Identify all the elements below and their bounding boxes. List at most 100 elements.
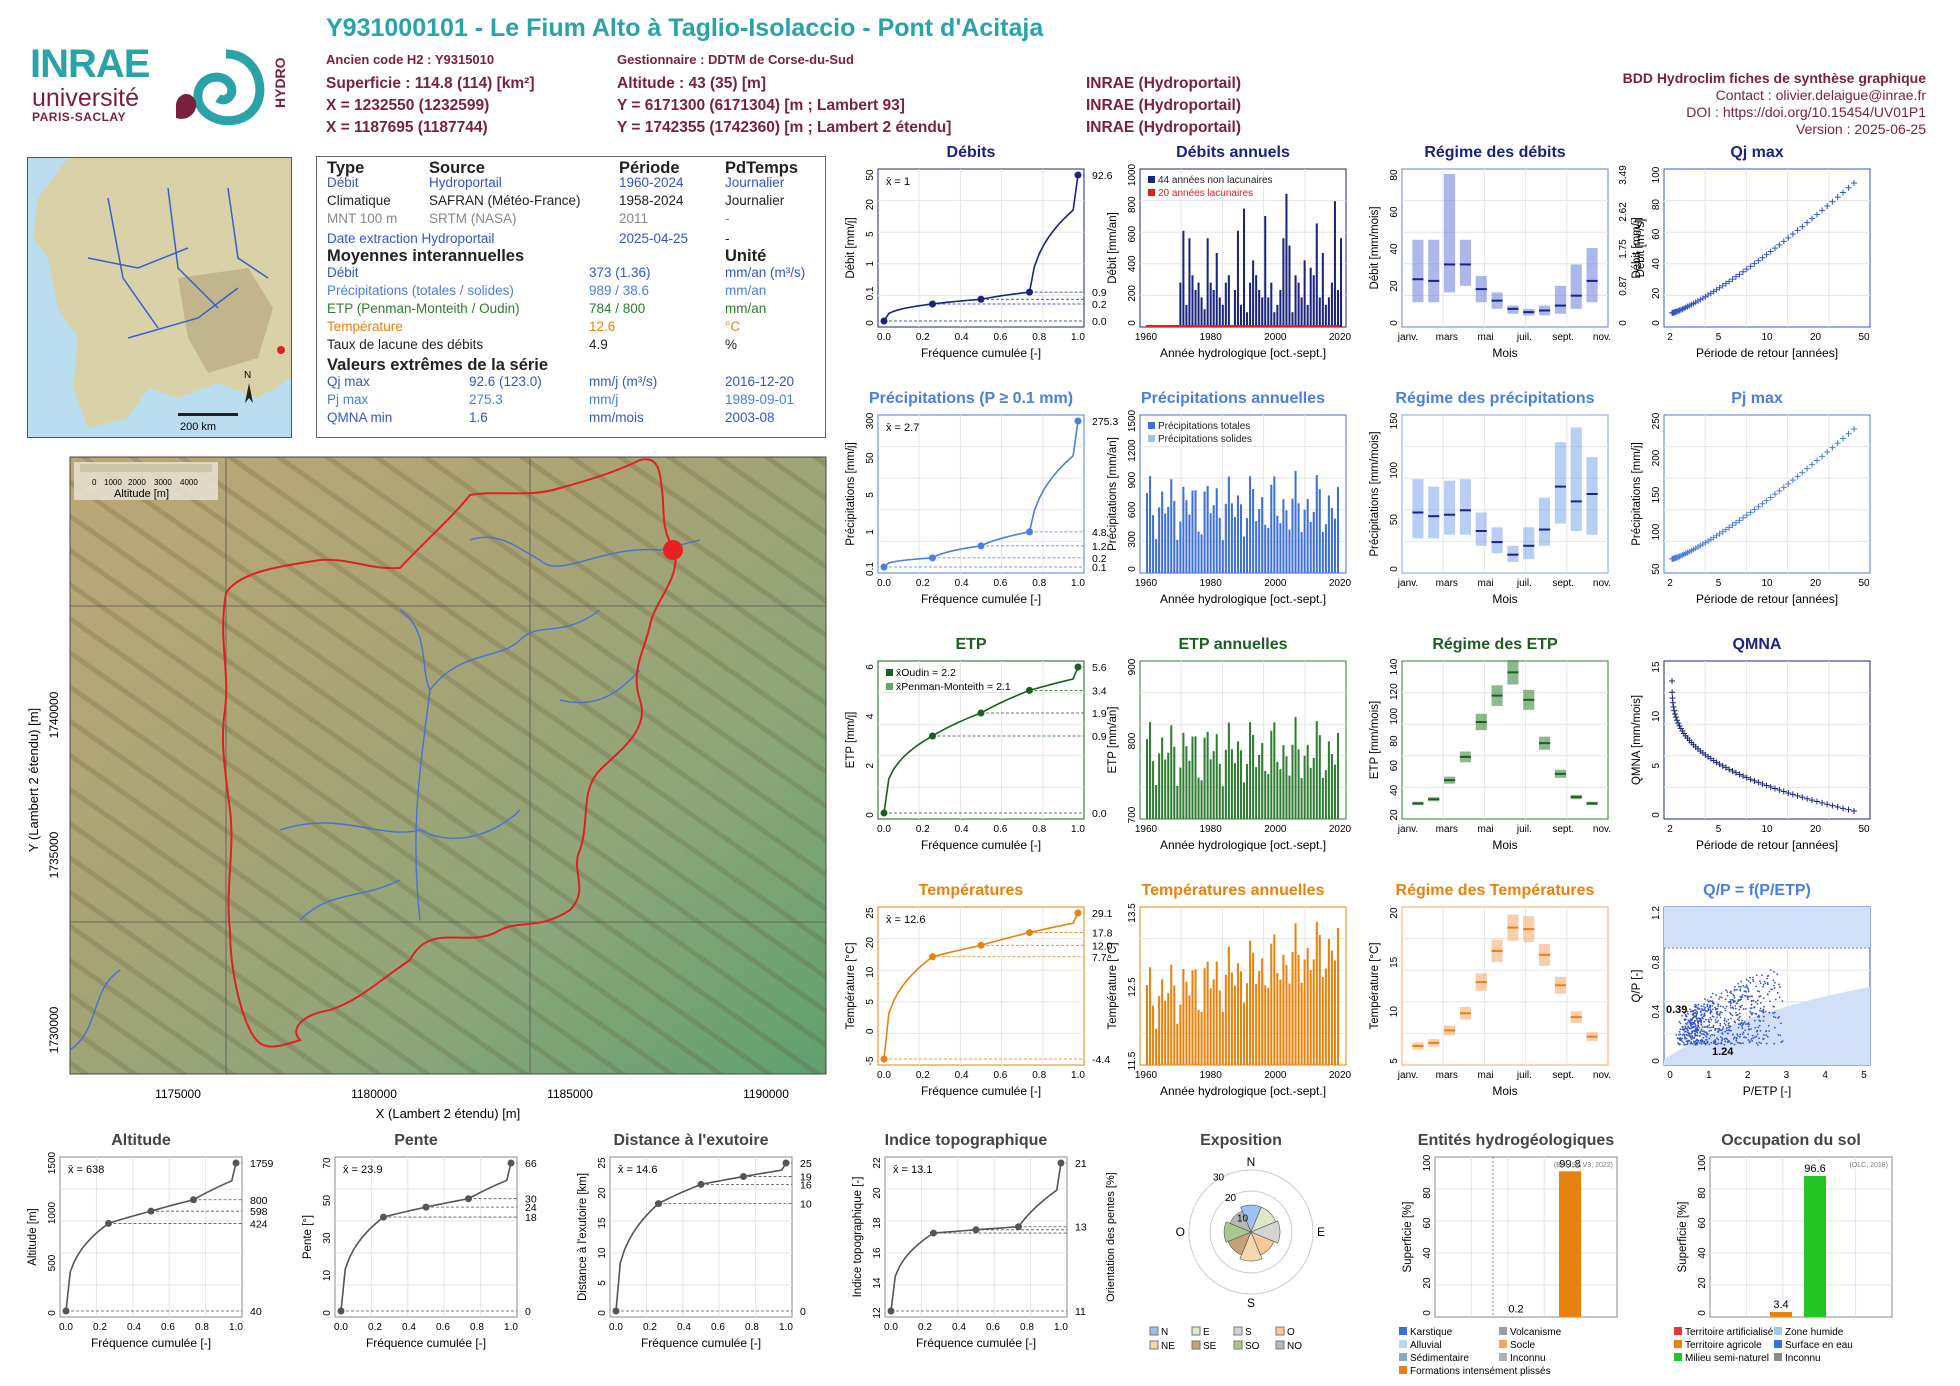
data-point [1744,986,1746,988]
data-point [1716,1043,1718,1045]
bar [1298,503,1300,573]
x-tick: janv. [1397,332,1418,343]
bar [1328,297,1330,327]
box [1444,174,1455,292]
chart-svg: 5101520janv. mars mai juil. sept. nov.MoisTem… [1342,902,1648,1130]
bar [1155,785,1157,819]
bar [1270,485,1272,573]
bar [1176,1024,1178,1065]
data-point [1727,1019,1729,1021]
right-tick: 598 [250,1206,268,1218]
bar [1164,759,1166,819]
data-point [1737,1042,1739,1044]
bar [1195,969,1197,1065]
data-point [1743,1008,1745,1010]
bar [1337,290,1339,327]
x-tick: 1 [1706,1070,1712,1081]
universite-logo: université [32,84,139,113]
right-tick: 66 [525,1158,537,1170]
bar [1246,764,1248,819]
data-point [1729,1001,1731,1003]
data-point [1717,1005,1719,1007]
y-tick: 600 [1127,225,1138,242]
compass-label: S [1247,1296,1255,1310]
data-point [1746,979,1748,981]
bdd-contact[interactable]: Contact : olivier.delaigue@inrae.fr [1623,87,1926,104]
right-tick: 424 [250,1218,268,1230]
bar [1316,721,1318,819]
data-point [1698,1027,1700,1029]
data-point [1697,1008,1699,1010]
data-point [1720,1036,1722,1038]
data-point [1744,990,1746,992]
legend-label: 20 années lacunaires [1158,188,1253,199]
chart-svg: 00.40.81.20 1 2 3 4 5P/ETP [-]Q/P [-]0.391.24 [1604,902,1910,1130]
bar [1249,476,1251,573]
bar [1225,975,1227,1065]
data-point [1768,248,1774,254]
data-point [1694,1006,1696,1008]
y-tick: 20 [1389,280,1400,292]
data-point [1707,999,1709,1001]
legend-label: Volcanisme [1510,1327,1562,1338]
axis-label: QMNA [mm/mois] [1631,695,1643,785]
box [1460,240,1471,286]
bar [1240,305,1242,327]
data-point [1735,1012,1737,1014]
x-tick: 0.2 [916,824,930,835]
bar [1301,778,1303,819]
data-point [1694,1020,1696,1022]
bar [1325,524,1327,573]
data-point [1768,991,1770,993]
box [1539,498,1550,546]
x-tick: 0.4 [955,1070,969,1081]
data-point [1763,1006,1765,1008]
legend-label: Inconnu [1510,1353,1546,1364]
bar [1307,499,1309,573]
bar [1288,246,1290,327]
data-point [1675,1034,1677,1036]
y-tick: 100 [1697,1154,1708,1171]
info-type: Débit [327,175,359,190]
y-tick: 11.5 [1127,1051,1138,1070]
bar [1295,275,1297,327]
bar [1222,305,1224,327]
legend-label: Surface en eau [1785,1340,1853,1351]
data-point [1700,1024,1702,1026]
data-point [1772,491,1778,497]
data-point [1763,1034,1765,1036]
bdd-info: BDD Hydroclim fiches de synthèse graphiq… [1623,70,1926,138]
y-tick: 1 [865,529,876,535]
bar [1155,1029,1157,1065]
bar [1292,312,1294,327]
y-tick: 0 [322,1310,333,1316]
bar [1213,979,1215,1065]
bar [1191,737,1193,819]
right-tick: 10 [800,1199,812,1211]
data-point [1711,1026,1713,1028]
x-tick: mai [1478,824,1494,835]
legend-label: Karstique [1410,1327,1453,1338]
x-tick: sept. [1552,332,1574,343]
legend-label: Précipitations solides [1158,434,1252,445]
data-point [1726,1038,1728,1040]
data-point [1737,1018,1739,1020]
data-point [1779,1035,1781,1037]
bar [1313,758,1315,819]
data-point [1708,1019,1710,1021]
axis-label: Précipitations [mm/j] [845,442,857,546]
data-point [1741,1005,1743,1007]
y-tick: 14 [872,1277,883,1289]
data-point [1728,1023,1730,1025]
data-point [1756,1013,1758,1015]
data-point [1765,1034,1767,1036]
hydro-logo-icon [166,46,276,126]
legend-swatch [1276,1327,1284,1335]
bar [1273,934,1275,1065]
y-tick: 100 [1422,1154,1433,1171]
data-point [1739,1012,1741,1014]
source-label: (BDLISA V3, 2022) [1554,1162,1613,1169]
bdd-doi[interactable]: DOI : https://doi.org/10.15454/UV01P1 [1623,104,1926,121]
bar [1505,1317,1527,1318]
extraction-label: Date extraction Hydroportail [327,231,494,246]
